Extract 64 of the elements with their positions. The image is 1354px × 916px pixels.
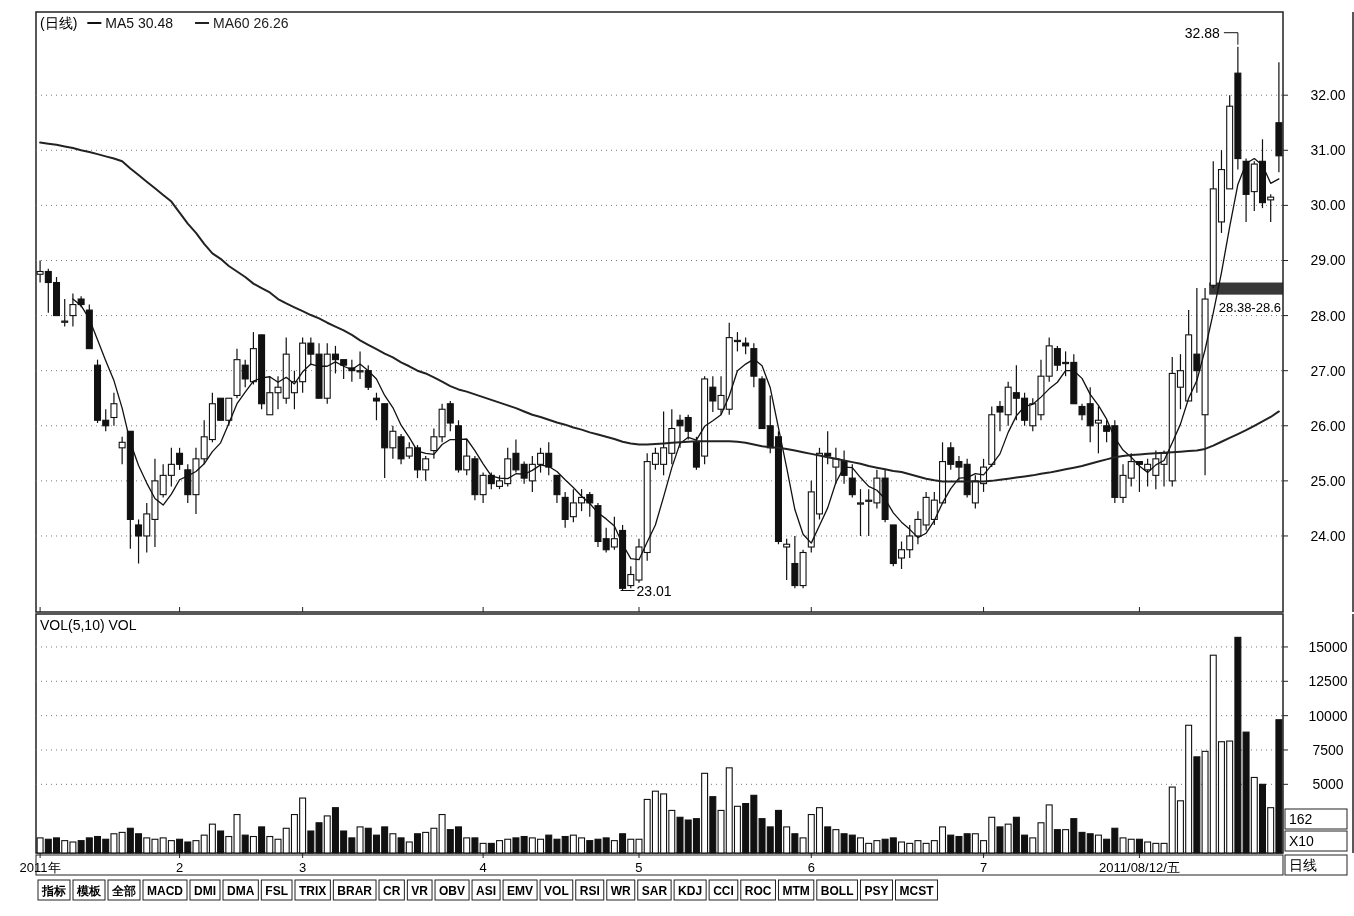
y-tick-label: 25.00 xyxy=(1310,472,1346,489)
chart-title: (日线) xyxy=(40,15,78,31)
text: BRAR xyxy=(337,884,373,898)
text: DMI xyxy=(194,884,216,898)
text: RSI xyxy=(579,884,600,898)
candlestick xyxy=(61,298,69,328)
text: 162 xyxy=(1289,811,1313,827)
text: MACD xyxy=(147,884,184,898)
chart-title: VOL(5,10) VOL xyxy=(40,617,137,633)
candlestick xyxy=(553,474,561,504)
text: ROC xyxy=(744,884,772,898)
y-tick-label: 15000 xyxy=(1308,638,1348,655)
text: PSY xyxy=(864,884,889,898)
candlestick xyxy=(783,538,791,581)
text: X10 xyxy=(1289,833,1315,849)
y-tick-label: 28.00 xyxy=(1310,307,1346,324)
band-label: 28.38-28.6 xyxy=(1218,299,1281,315)
text: OBV xyxy=(439,884,466,898)
y-tick-label: 27.00 xyxy=(1310,362,1346,379)
text: TRIX xyxy=(299,884,327,898)
text: CCI xyxy=(713,884,734,898)
text: FSL xyxy=(265,884,288,898)
candlestick xyxy=(110,392,118,427)
x-tick-label: 3 xyxy=(299,860,307,875)
text: VR xyxy=(411,884,429,898)
x-tick-label: 6 xyxy=(807,860,815,875)
text: KDJ xyxy=(678,884,703,898)
x-tick-label: 4 xyxy=(479,860,487,875)
text: ASI xyxy=(476,884,497,898)
text: 全部 xyxy=(111,884,136,898)
y-tick-label: 31.00 xyxy=(1310,142,1346,159)
y-tick-label: 7500 xyxy=(1312,741,1344,758)
x-tick-label: 5 xyxy=(635,860,643,875)
text: DMA xyxy=(227,884,255,898)
annotation: 23.01 xyxy=(636,582,672,599)
text: 指标 xyxy=(41,884,66,898)
text: WR xyxy=(610,884,632,898)
candlestick xyxy=(372,392,380,421)
legend-label: MA5 30.48 xyxy=(105,15,174,31)
y-tick-label: 5000 xyxy=(1312,776,1344,793)
candlestick xyxy=(848,463,856,498)
y-tick-label: 12500 xyxy=(1308,673,1348,690)
text: SAR xyxy=(641,884,668,898)
candlestick xyxy=(856,488,864,537)
annotation: 32.88 xyxy=(1184,24,1221,41)
legend-label: MA60 26.26 xyxy=(213,15,289,31)
x-tick-label: 2011/08/12/五 xyxy=(1099,860,1180,875)
text: BOLL xyxy=(820,884,854,898)
x-tick-label: 2011年 xyxy=(19,860,61,875)
y-tick-label: 29.00 xyxy=(1310,252,1346,269)
y-tick-label: 32.00 xyxy=(1310,87,1346,104)
y-tick-label: 26.00 xyxy=(1310,417,1346,434)
y-tick-label: 10000 xyxy=(1308,707,1348,724)
text: 日线 xyxy=(1289,857,1317,873)
y-tick-label: 24.00 xyxy=(1310,527,1346,544)
text: MTM xyxy=(782,884,810,898)
text: MCST xyxy=(899,884,935,898)
text: VOL xyxy=(544,884,569,898)
x-tick-label: 7 xyxy=(979,860,988,875)
text: 模板 xyxy=(76,884,102,898)
x-tick-label: 2 xyxy=(175,860,184,875)
y-tick-label: 30.00 xyxy=(1310,197,1346,214)
text: EMV xyxy=(507,884,534,898)
text: CR xyxy=(383,884,401,898)
